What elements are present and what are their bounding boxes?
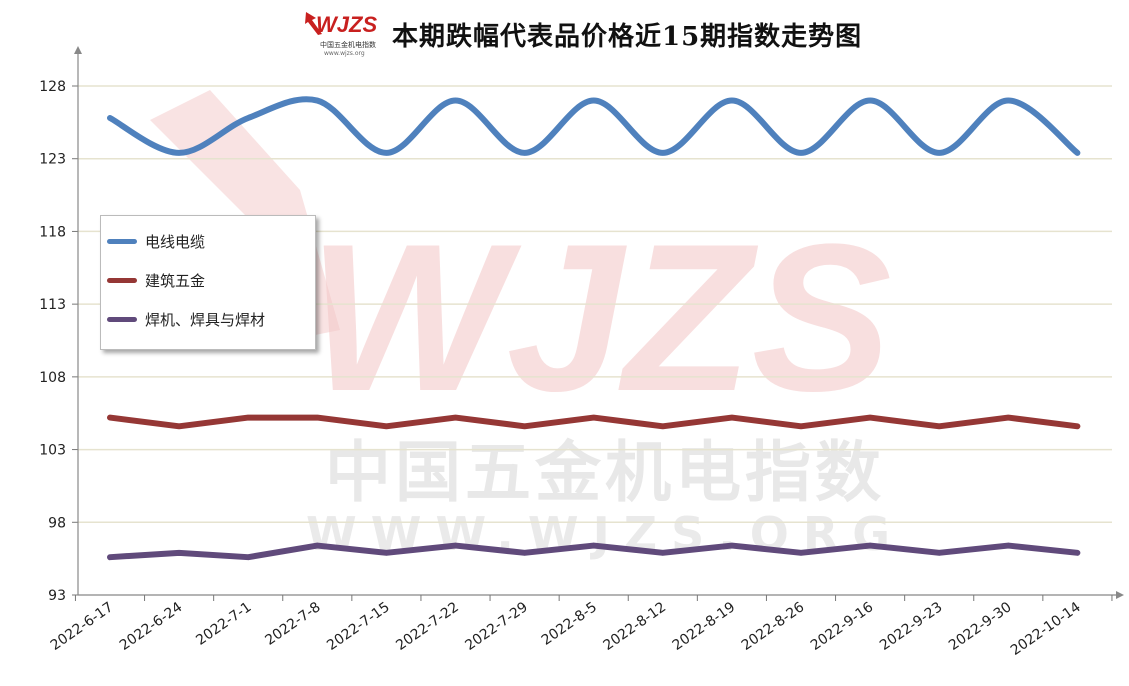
y-tick-label: 118 xyxy=(39,224,66,240)
series-lines xyxy=(107,96,1081,561)
x-axis-arrow-icon xyxy=(1116,591,1124,599)
x-tick-label: 2022-7-8 xyxy=(262,599,323,649)
y-tick-label: 98 xyxy=(48,515,66,531)
y-tick-label: 113 xyxy=(39,297,66,313)
y-tick-label: 103 xyxy=(39,443,66,459)
watermark-logo-text: WJZS xyxy=(308,200,891,435)
x-tick-label: 2022-7-22 xyxy=(393,599,462,654)
series-line xyxy=(107,96,1081,156)
logo-url: www.wjzs.org xyxy=(324,50,365,57)
logo-arrow-icon xyxy=(305,12,322,35)
legend-item: 电线电缆 xyxy=(107,231,205,251)
x-tick-label: 2022-8-26 xyxy=(739,599,808,654)
x-tick-label: 2022-6-24 xyxy=(117,599,186,654)
y-tick-label: 108 xyxy=(39,370,66,386)
logo-subtext: 中国五金机电指数 xyxy=(320,41,376,49)
legend-swatch xyxy=(107,277,137,283)
x-tick-label: 2022-8-19 xyxy=(670,599,739,654)
legend-item: 建筑五金 xyxy=(107,270,205,290)
x-tick-label: 2022-6-17 xyxy=(48,599,117,654)
x-tick-label: 2022-8-12 xyxy=(601,599,670,654)
legend-label: 电线电缆 xyxy=(145,232,206,251)
legend-label: 建筑五金 xyxy=(145,271,206,290)
y-tick-label: 128 xyxy=(39,79,66,95)
logo-text: WJZS xyxy=(316,12,378,37)
x-tick-label: 2022-7-1 xyxy=(193,599,254,649)
y-axis-arrow-icon xyxy=(74,46,82,54)
y-tick-label: 93 xyxy=(48,588,66,604)
x-tick-label: 2022-10-14 xyxy=(1008,599,1084,659)
legend-label: 焊机、焊具与焊材 xyxy=(145,310,266,329)
legend-swatch xyxy=(107,238,137,244)
y-tick-label: 123 xyxy=(39,152,66,168)
x-tick-label: 2022-7-15 xyxy=(324,599,393,654)
x-tick-label: 2022-9-23 xyxy=(877,599,946,654)
legend: 电线电缆 建筑五金 焊机、焊具与焊材 xyxy=(100,215,316,350)
x-tick-label: 2022-9-16 xyxy=(808,599,877,654)
x-tick-label: 2022-9-30 xyxy=(946,599,1015,654)
legend-item: 焊机、焊具与焊材 xyxy=(107,309,265,329)
watermark: WJZS 中国五金机电指数 WWW.WJZS.ORG xyxy=(150,90,892,561)
chart-title: 本期跌幅代表品价格近15期指数走势图 xyxy=(392,22,863,52)
watermark-cn-text: 中国五金机电指数 xyxy=(325,434,885,511)
x-tick-label: 2022-7-29 xyxy=(462,599,531,654)
logo xyxy=(302,8,386,60)
legend-swatch xyxy=(107,316,137,322)
x-tick-label: 2022-8-5 xyxy=(539,599,600,649)
